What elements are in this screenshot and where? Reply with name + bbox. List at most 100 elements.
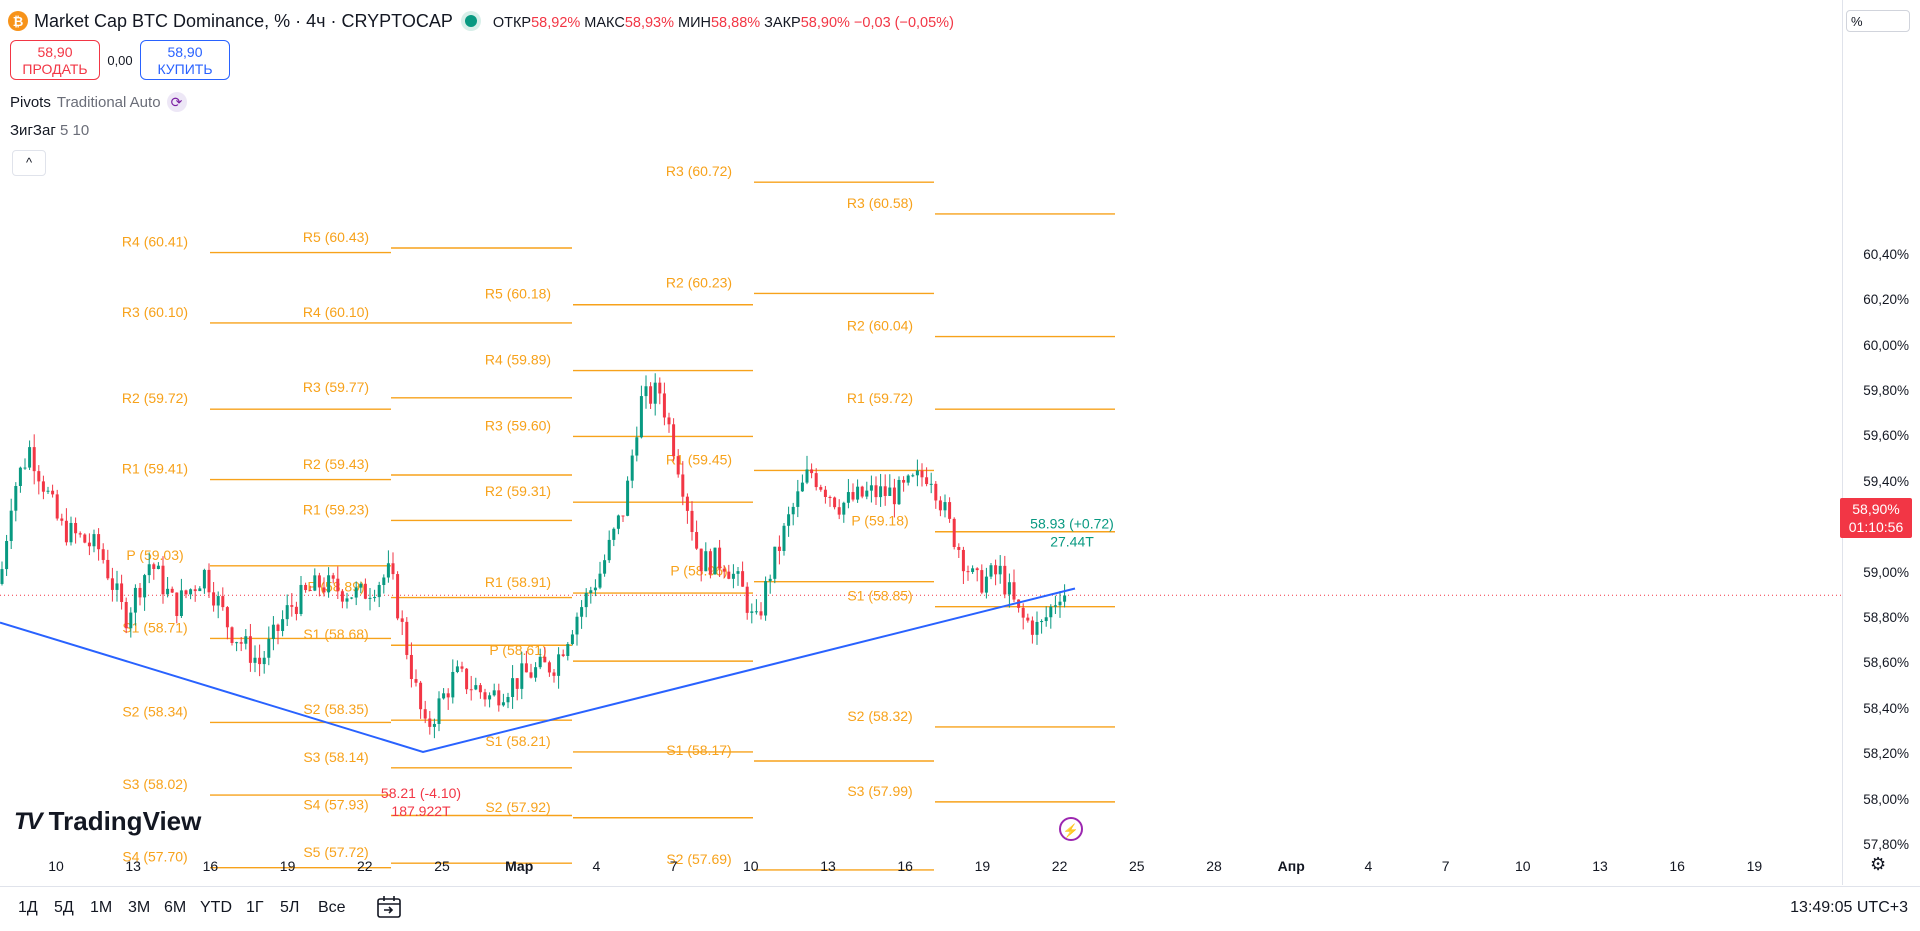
- candle-body: [929, 483, 933, 485]
- ohlc-value: 58,92%: [531, 14, 581, 31]
- candle-body: [690, 510, 694, 533]
- calendar-range-icon[interactable]: [376, 895, 402, 924]
- candle-body: [87, 542, 91, 547]
- candle-body: [736, 571, 740, 574]
- candle-body: [391, 563, 395, 575]
- chart-area[interactable]: P (59.03) R1 (59.41) R2 (59.72) R3 (60.10) R…: [0, 0, 1842, 885]
- time-tick-label: 22: [1051, 858, 1068, 874]
- candle-body: [299, 584, 303, 615]
- price-axis[interactable]: 60,40%60,20%60,00%59,80%59,60%59,40%59,2…: [1842, 0, 1920, 885]
- gear-icon[interactable]: ⚙: [1870, 854, 1887, 874]
- candle-body: [92, 534, 96, 547]
- chevron-up-icon: ^: [25, 155, 33, 170]
- buy-button[interactable]: 58,90 КУПИТЬ: [140, 40, 230, 80]
- collapse-indicators-button[interactable]: ^: [12, 150, 46, 176]
- candle-body: [819, 487, 823, 490]
- candle-body: [676, 456, 680, 475]
- candle-body: [782, 525, 786, 551]
- candle-body: [451, 671, 455, 698]
- candle-body: [474, 685, 478, 690]
- candle-body: [313, 575, 317, 591]
- range-button[interactable]: 5Л: [280, 899, 300, 916]
- candle-body: [759, 611, 763, 616]
- sell-button[interactable]: 58,90 ПРОДАТЬ: [10, 40, 100, 80]
- price-chart[interactable]: P (59.03) R1 (59.41) R2 (59.72) R3 (60.10) R…: [0, 0, 1842, 885]
- tradingview-logo[interactable]: TV TradingView: [14, 806, 201, 837]
- clock[interactable]: 13:49:05 UTC+3: [1790, 899, 1908, 916]
- price-tick-label: 60,40%: [1863, 246, 1909, 262]
- candle-body: [975, 568, 979, 571]
- ohlc-value: 58,93%: [624, 14, 674, 31]
- spread-value: 0,00: [107, 52, 133, 68]
- range-button[interactable]: 5Д: [54, 899, 74, 916]
- range-button[interactable]: 3М: [128, 899, 151, 916]
- candle-body: [69, 522, 73, 543]
- candle-body: [543, 656, 547, 663]
- candle-body: [18, 467, 22, 486]
- time-tick-label: 19: [279, 858, 296, 874]
- candle-body: [340, 591, 344, 602]
- pivot-label: R1 (59.41): [122, 461, 188, 477]
- candle-body: [354, 587, 358, 598]
- candle-body: [534, 667, 538, 678]
- market-status-icon[interactable]: [464, 15, 477, 27]
- candle-body: [906, 475, 910, 483]
- candle-body: [331, 575, 335, 579]
- zigzag-low-label: 58.21 (-4.10): [381, 785, 461, 801]
- range-button[interactable]: 1М: [90, 899, 113, 916]
- candle-body: [607, 539, 611, 561]
- candle-body: [110, 578, 114, 590]
- candle-body: [276, 624, 280, 631]
- range-button[interactable]: 1Г: [246, 899, 264, 916]
- candle-body: [488, 695, 492, 700]
- time-tick-label: 7: [669, 858, 678, 874]
- pivot-label: R2 (60.04): [847, 318, 913, 334]
- candle-body: [1003, 565, 1007, 595]
- candle-body: [616, 515, 620, 529]
- candle-body: [386, 563, 390, 578]
- candle-body: [46, 490, 50, 492]
- pivot-label: R3 (60.72): [666, 163, 732, 179]
- candle-body: [750, 611, 754, 613]
- candle-body: [147, 564, 151, 576]
- sync-icon[interactable]: ⟳: [166, 92, 187, 112]
- candle-body: [612, 528, 616, 540]
- pivot-label: R2 (60.23): [666, 274, 732, 290]
- candle-body: [483, 692, 487, 700]
- indicator-zigzag[interactable]: ЗигЗаг 5 10: [10, 122, 89, 139]
- candle-body: [363, 583, 367, 599]
- time-tick-label: Мар: [505, 858, 534, 874]
- candle-body: [879, 486, 883, 498]
- indicator-pivots[interactable]: Pivots Traditional Auto ⟳: [10, 92, 187, 112]
- range-button[interactable]: 6М: [164, 899, 187, 916]
- candle-body: [1063, 595, 1067, 602]
- time-axis[interactable]: 10 13 16 19 22 25 Мар 4 7 10 13 16 19 22 25 28 Апр 4 7 10 13…: [0, 852, 1842, 880]
- candle-body: [184, 590, 188, 595]
- candle-body: [883, 486, 887, 496]
- zigzag-high-volume: 27.44T: [1050, 533, 1094, 549]
- candle-body: [262, 657, 266, 665]
- candle-body: [28, 447, 32, 468]
- time-tick-label: 4: [1364, 858, 1373, 874]
- price-tick-label: 59,80%: [1863, 383, 1909, 398]
- range-button[interactable]: Все: [318, 899, 346, 916]
- lightning-icon[interactable]: ⚡: [1059, 817, 1083, 841]
- range-button[interactable]: 1Д: [18, 899, 38, 916]
- candle-body: [934, 483, 938, 501]
- pivot-label: R5 (60.43): [303, 229, 369, 245]
- sell-label: ПРОДАТЬ: [22, 61, 88, 77]
- current-price-label: 58,90% 01:10:56: [1840, 498, 1912, 538]
- range-button[interactable]: YTD: [200, 899, 232, 916]
- time-tick-label: 13: [125, 858, 141, 874]
- percent-scale-toggle[interactable]: %: [1846, 10, 1910, 32]
- candle-body: [1021, 607, 1025, 618]
- time-tick-label: 10: [743, 858, 759, 874]
- candle-body: [961, 549, 965, 572]
- symbol-title[interactable]: Market Cap BTC Dominance, % · 4ч · CRYPT…: [34, 10, 453, 31]
- pivot-label: R4 (60.10): [303, 304, 369, 320]
- candle-body: [584, 592, 588, 608]
- tradingview-wordmark: TradingView: [48, 806, 202, 836]
- candle-body: [460, 666, 464, 669]
- candle-body: [888, 487, 892, 496]
- candle-body: [552, 672, 556, 676]
